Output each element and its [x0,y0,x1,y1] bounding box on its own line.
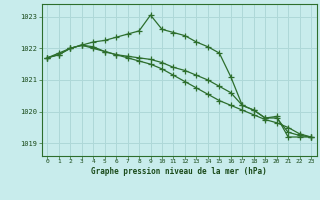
X-axis label: Graphe pression niveau de la mer (hPa): Graphe pression niveau de la mer (hPa) [91,167,267,176]
